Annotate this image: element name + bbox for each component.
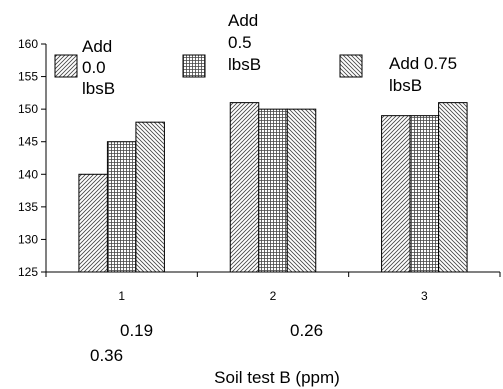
legend: Add 0.0 lbsB Add 0.5 lbsB Add 0.75 lbsB (54, 11, 457, 98)
bar-3-series-0 (381, 115, 411, 273)
y-tick-label-2: 135 (18, 200, 38, 214)
x-tick-label-1: 2 (270, 289, 277, 303)
legend-swatch-1 (182, 54, 206, 78)
x-ticks: 1 2 3 (45, 272, 501, 303)
y-tick-label-4: 145 (18, 135, 38, 149)
legend-label-0-line3: lbsB (82, 79, 115, 98)
bar-2-series-1 (258, 108, 288, 273)
y-tick-label-5: 150 (18, 102, 38, 116)
y-tick-label-6: 155 (18, 70, 38, 84)
legend-label-0-line2: 0.0 (82, 58, 106, 77)
category-value-0: 0.19 (120, 321, 153, 340)
bars (78, 102, 468, 273)
legend-swatch-2 (339, 54, 363, 78)
legend-swatch-0 (54, 54, 78, 78)
bar-2-series-2 (286, 108, 317, 273)
bar-2-series-0 (229, 102, 260, 273)
legend-label-2-line1: Add 0.75 (389, 54, 457, 73)
y-tick-label-3: 140 (18, 167, 38, 181)
y-tick-label-0: 125 (18, 265, 38, 279)
bar-3-series-1 (409, 115, 440, 273)
category-value-2: 0.36 (90, 346, 123, 365)
legend-label-1-line3: lbsB (228, 55, 261, 74)
y-tick-label-1: 130 (18, 232, 38, 246)
x-axis-title: Soil test B (ppm) (214, 368, 340, 387)
bar-3-series-2 (438, 102, 468, 273)
bar-1-series-2 (135, 121, 165, 273)
bar-1-series-0 (78, 173, 108, 273)
y-tick-label-7: 160 (18, 37, 38, 51)
category-value-1: 0.26 (290, 321, 323, 340)
legend-label-0-line1: Add (82, 37, 112, 56)
x-tick-label-2: 3 (421, 289, 428, 303)
x-tick-label-0: 1 (118, 289, 125, 303)
y-ticks: 125 130 135 140 145 150 155 160 (18, 37, 46, 279)
legend-label-1-line2: 0.5 (228, 33, 252, 52)
legend-label-2-line2: lbsB (389, 76, 422, 95)
legend-label-1-line1: Add (228, 11, 258, 30)
bar-1-series-1 (106, 141, 137, 273)
